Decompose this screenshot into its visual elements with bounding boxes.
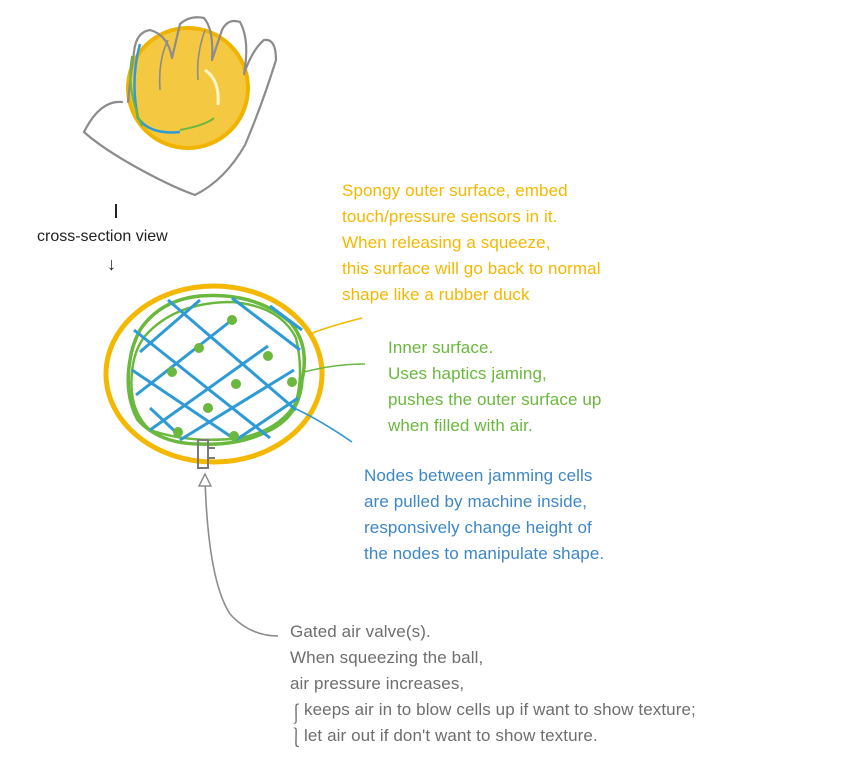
jamming-mesh bbox=[131, 296, 303, 442]
inner-surface-leader bbox=[303, 363, 366, 373]
note-line: Nodes between jamming cells bbox=[364, 466, 593, 485]
note-line: responsively change height of bbox=[364, 518, 592, 537]
mesh-node bbox=[231, 379, 241, 389]
note-option: keeps air in to blow cells up if want to… bbox=[304, 700, 696, 719]
mesh-node bbox=[229, 431, 239, 441]
hand-holding-ball-icon bbox=[82, 16, 278, 197]
note-line: air pressure increases, bbox=[290, 674, 465, 693]
finger-line bbox=[179, 117, 215, 131]
outer-surface-leader bbox=[309, 317, 363, 335]
mesh-node bbox=[287, 377, 297, 387]
ball-icon bbox=[126, 26, 250, 150]
note-option: let air out if don't want to show textur… bbox=[304, 726, 598, 745]
outer-surface-note: Spongy outer surface, embed touch/pressu… bbox=[342, 178, 601, 308]
note-line: when filled with air. bbox=[388, 416, 533, 435]
cross-section-ball bbox=[103, 283, 325, 469]
note-line: the nodes to manipulate shape. bbox=[364, 544, 605, 563]
note-line: When squeezing the ball, bbox=[290, 648, 484, 667]
valve-arrowhead bbox=[197, 472, 213, 487]
mesh-node bbox=[203, 403, 213, 413]
note-line: Gated air valve(s). bbox=[290, 622, 431, 641]
finger-line bbox=[196, 29, 206, 81]
mesh-node bbox=[194, 343, 204, 353]
inner-surface-ring bbox=[126, 293, 306, 446]
mesh-node bbox=[227, 315, 237, 325]
valve-leader bbox=[204, 477, 279, 637]
brace-top-icon: ⎰ bbox=[286, 702, 306, 726]
note-line: When releasing a squeeze, bbox=[342, 233, 551, 252]
note-line: pushes the outer surface up bbox=[388, 390, 602, 409]
nodes-note: Nodes between jamming cells are pulled b… bbox=[364, 463, 604, 567]
note-line: Spongy outer surface, embed bbox=[342, 181, 568, 200]
note-line: touch/pressure sensors in it. bbox=[342, 207, 558, 226]
ball-highlight bbox=[204, 68, 220, 106]
nodes-leader bbox=[293, 407, 353, 443]
air-valve-note: Gated air valve(s). When squeezing the b… bbox=[290, 619, 696, 749]
valve-icon bbox=[197, 439, 215, 469]
note-line: shape like a rubber duck bbox=[342, 285, 530, 304]
outer-surface-ring bbox=[103, 283, 325, 465]
inner-surface-wobble bbox=[130, 300, 302, 442]
inner-surface-note: Inner surface. Uses haptics jaming, push… bbox=[388, 335, 601, 439]
finger-line bbox=[158, 39, 169, 91]
arrow-down-icon: ↓ bbox=[107, 254, 116, 274]
cross-section-label: cross-section view bbox=[37, 228, 168, 245]
brace-bottom-icon: ⎱ bbox=[286, 726, 306, 750]
note-line: Inner surface. bbox=[388, 338, 494, 357]
mesh-node bbox=[263, 351, 273, 361]
hand-icon bbox=[82, 16, 278, 197]
note-line: this surface will go back to normal bbox=[342, 259, 601, 278]
mesh-node bbox=[167, 367, 177, 377]
note-line: are pulled by machine inside, bbox=[364, 492, 588, 511]
finger-line bbox=[129, 55, 143, 127]
mesh-nodes bbox=[167, 315, 297, 441]
note-line: Uses haptics jaming, bbox=[388, 364, 547, 383]
mesh-node bbox=[173, 427, 183, 437]
